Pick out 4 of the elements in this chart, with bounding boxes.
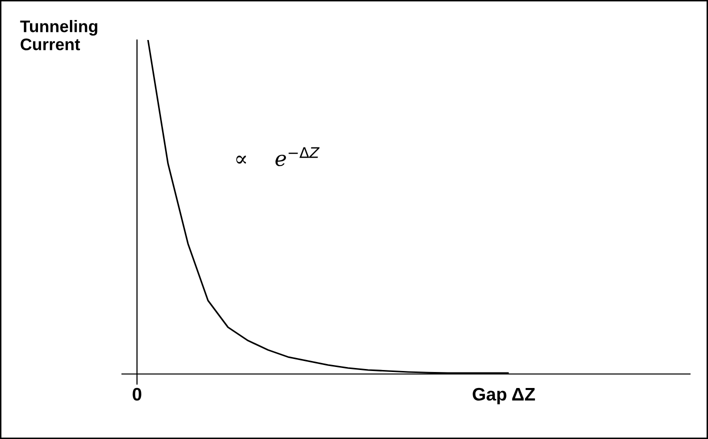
y-axis-title: Tunneling Current <box>20 20 98 50</box>
text: 0 <box>132 388 142 401</box>
x-axis-title: Gap ΔZ <box>472 388 535 404</box>
annotation: ∝ e$^{−ΔZ}$ <box>236 147 320 166</box>
